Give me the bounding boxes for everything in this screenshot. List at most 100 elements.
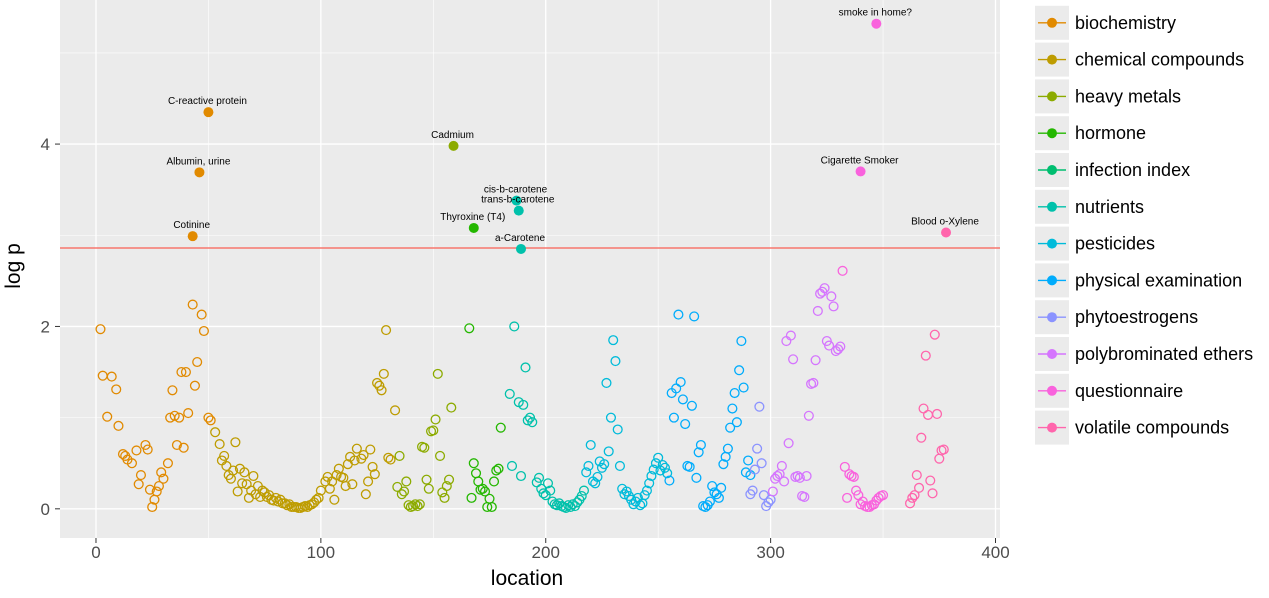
data-point [675,377,686,388]
data-point [686,400,697,411]
data-point [187,299,198,310]
legend-key-point [1047,128,1057,139]
legend-key-point [1047,91,1057,102]
data-point [731,417,742,428]
data-point [644,478,655,489]
y-axis-title: log p [2,243,25,289]
data-point [477,483,488,494]
data-point [466,492,477,503]
x-tick-label: 100 [307,543,335,562]
data-point [153,480,164,492]
highlight-point [855,166,866,177]
data-point [158,473,169,484]
legend-key-point [1047,54,1057,65]
data-point [399,486,410,497]
data-point [430,414,441,425]
data-point [931,408,943,420]
data-point [358,449,369,461]
data-point [614,460,626,472]
data-point [758,490,769,501]
data-point [522,415,533,426]
data-point [329,494,340,505]
data-point [657,460,668,471]
data-point [360,489,371,500]
data-point [428,425,439,436]
legend-key-point [1047,165,1057,175]
data-point [767,486,778,497]
data-point [423,483,434,494]
data-point [783,438,794,449]
data-point [938,444,949,455]
data-point [147,501,158,513]
data-points [95,18,952,513]
data-point [527,417,538,428]
data-point [713,492,724,503]
data-point [408,501,419,512]
x-tick-label: 0 [91,543,100,562]
data-point [808,377,819,389]
legend-item: volatile compounds [1035,410,1229,445]
legend-item: hormone [1035,116,1146,151]
data-point [824,340,835,351]
grid [60,0,1000,538]
data-point [747,485,758,496]
legend-item: polybrominated ethers [1035,337,1253,371]
data-point [677,394,688,405]
data-point [801,470,812,482]
data-point [913,482,925,493]
legend-item: nutrients [1035,189,1144,224]
data-point [684,461,695,472]
data-point [493,463,504,474]
data-point [911,470,922,481]
data-point [464,323,475,334]
data-point [925,475,936,486]
legend-label: pesticides [1075,234,1155,254]
data-point [662,468,673,479]
data-point [491,465,502,476]
data-point [126,458,138,469]
data-point [619,489,630,500]
data-point [736,335,747,347]
data-point [383,452,394,463]
data-point [232,486,243,497]
data-point [754,401,765,412]
annotation-label: Albumin, urine [166,156,230,167]
data-point [810,355,821,366]
data-point [142,444,153,455]
data-point [214,439,225,450]
data-point [828,301,839,312]
data-point [605,412,617,423]
highlight-point [516,243,527,254]
legend-item: heavy metals [1035,79,1181,114]
data-point [228,465,239,476]
data-point [585,439,596,451]
data-point [635,500,646,511]
data-point [533,472,545,483]
data-point [648,464,659,475]
legend-item: infection index [1035,153,1190,187]
data-point [506,460,518,472]
data-point [273,496,284,507]
data-point [718,459,729,470]
plot-panel [60,0,1000,538]
data-point [219,450,230,461]
data-point [414,499,425,510]
data-point [113,420,124,431]
data-point [486,501,497,513]
legend-item: pesticides [1035,226,1155,261]
legend-label: volatile compounds [1075,418,1229,438]
data-point [734,365,745,376]
data-point [412,501,423,512]
data-point [198,325,209,337]
data-point [401,476,412,487]
data-point [603,446,614,457]
data-point [363,476,374,487]
legend-label: hormone [1075,123,1146,143]
data-point [590,478,601,489]
data-point [799,491,810,503]
data-point [515,470,527,482]
data-point [729,387,740,399]
data-point [927,488,938,499]
data-point [518,399,529,410]
data-point [743,455,754,466]
